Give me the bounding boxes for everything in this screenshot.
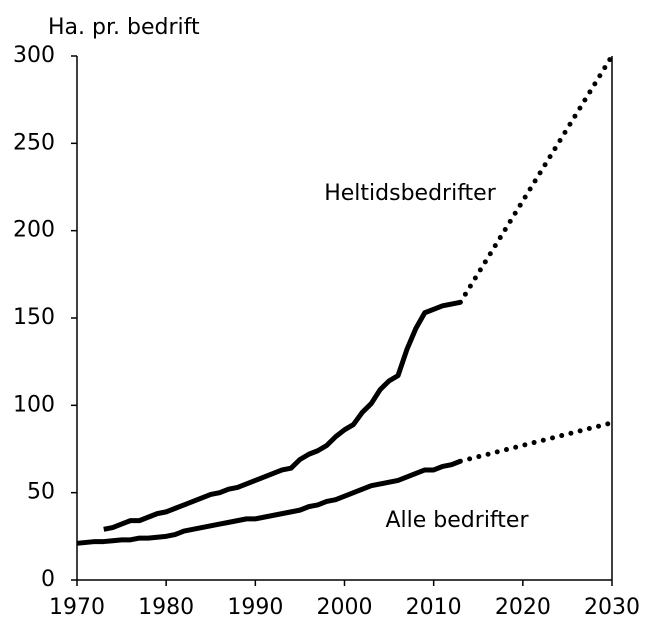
y-tick-label: 0 <box>41 567 55 592</box>
x-tick-label: 1980 <box>138 595 194 620</box>
y-tick-label: 250 <box>13 130 55 155</box>
projection-line <box>457 53 615 305</box>
series-annotation: Alle bedrifter <box>386 508 530 533</box>
x-tick-label: 2010 <box>406 595 462 620</box>
x-tick-label: 2020 <box>495 595 551 620</box>
y-axis-label: Ha. pr. bedrift <box>48 15 200 40</box>
y-tick-label: 300 <box>13 43 55 68</box>
projection-line <box>457 420 615 464</box>
y-tick-label: 200 <box>13 218 55 243</box>
line <box>76 458 462 546</box>
x-tick-label: 2000 <box>317 595 373 620</box>
x-tick-label: 2030 <box>584 595 640 620</box>
y-tick-label: 150 <box>13 305 55 330</box>
x-tick-label: 1990 <box>227 595 283 620</box>
y-tick-label: 50 <box>27 480 55 505</box>
series-annotation: Heltidsbedrifter <box>324 181 496 206</box>
y-tick-label: 100 <box>13 392 55 417</box>
x-tick-label: 1970 <box>49 595 105 620</box>
line <box>103 299 461 532</box>
